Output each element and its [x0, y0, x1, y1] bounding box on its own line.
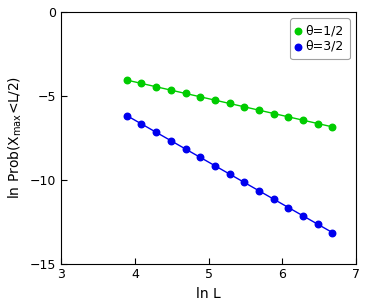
- θ=1/2: [300, 118, 306, 123]
- θ=3/2: [241, 180, 247, 185]
- θ=3/2: [153, 130, 159, 135]
- θ=1/2: [256, 108, 262, 113]
- θ=1/2: [227, 101, 233, 106]
- θ=3/2: [300, 213, 306, 218]
- θ=1/2: [330, 124, 335, 129]
- Y-axis label: ln Prob(X$_{\mathrm{max}}$<L/2): ln Prob(X$_{\mathrm{max}}$<L/2): [7, 76, 24, 199]
- θ=1/2: [212, 98, 218, 103]
- θ=3/2: [330, 230, 335, 235]
- θ=1/2: [138, 81, 144, 86]
- θ=3/2: [197, 155, 203, 160]
- θ=1/2: [271, 111, 277, 116]
- θ=3/2: [256, 188, 262, 193]
- θ=3/2: [183, 147, 189, 152]
- θ=3/2: [138, 121, 144, 126]
- θ=1/2: [197, 94, 203, 99]
- θ=3/2: [124, 113, 130, 118]
- θ=3/2: [315, 222, 321, 227]
- θ=1/2: [124, 78, 130, 83]
- θ=3/2: [286, 205, 291, 210]
- θ=1/2: [168, 88, 174, 93]
- θ=3/2: [212, 163, 218, 168]
- θ=1/2: [286, 114, 291, 119]
- θ=1/2: [241, 104, 247, 109]
- θ=3/2: [227, 172, 233, 176]
- θ=3/2: [168, 138, 174, 143]
- X-axis label: ln L: ln L: [196, 287, 221, 301]
- θ=1/2: [153, 84, 159, 89]
- θ=3/2: [271, 197, 277, 202]
- Legend: θ=1/2, θ=3/2: θ=1/2, θ=3/2: [290, 18, 350, 59]
- θ=1/2: [183, 91, 189, 96]
- θ=1/2: [315, 121, 321, 126]
